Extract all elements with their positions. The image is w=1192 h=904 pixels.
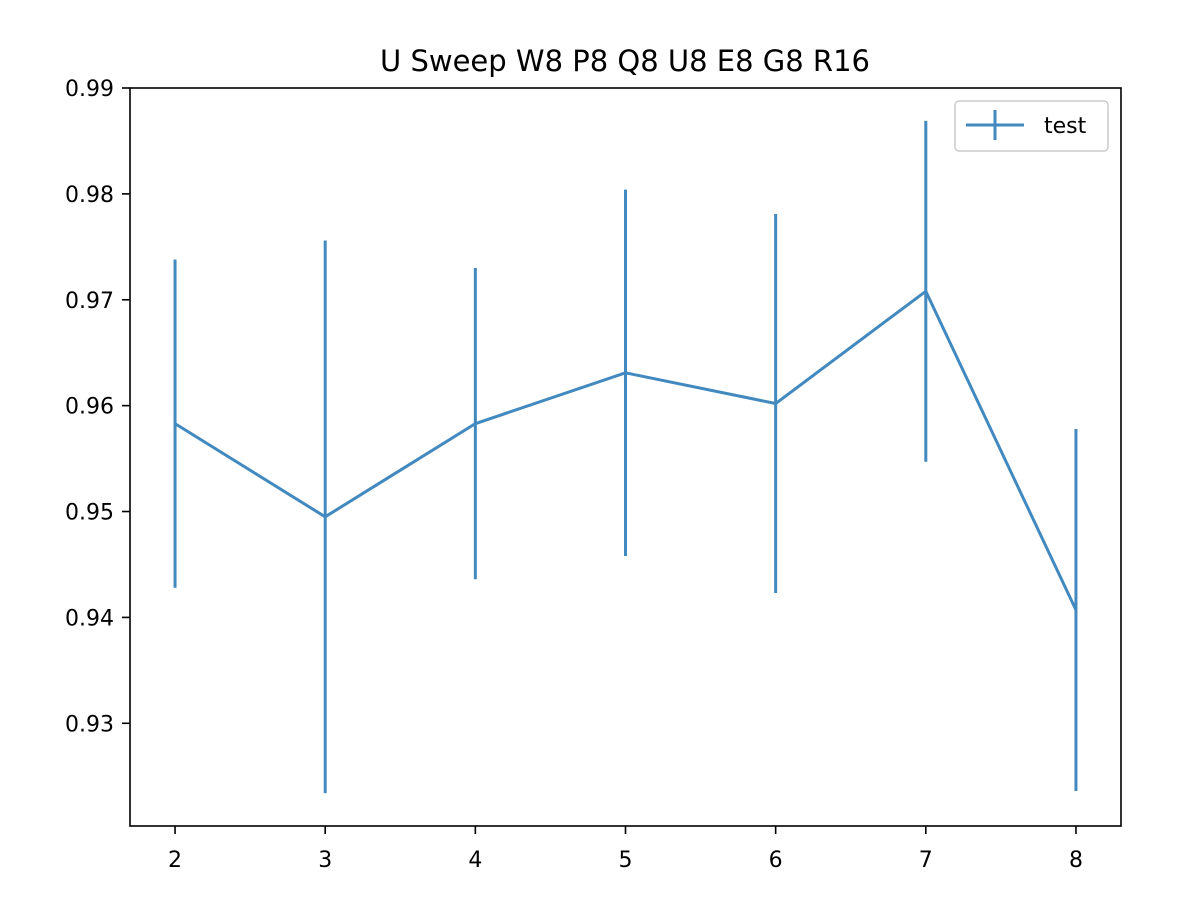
- y-tick-label: 0.94: [65, 606, 114, 631]
- x-tick-label: 2: [168, 848, 182, 873]
- plot-area: [173, 120, 1078, 794]
- y-tick-label: 0.93: [65, 712, 114, 737]
- x-tick-label: 4: [468, 848, 482, 873]
- x-tick-label: 8: [1069, 848, 1083, 873]
- chart-title: U Sweep W8 P8 Q8 U8 E8 G8 R16: [380, 44, 870, 78]
- y-tick-label: 0.95: [65, 501, 114, 526]
- y-tick-label: 0.96: [65, 395, 114, 420]
- legend-box: [954, 100, 1109, 152]
- x-tick-label: 3: [318, 848, 332, 873]
- y-tick-label: 0.97: [65, 289, 114, 314]
- y-tick-label: 0.99: [65, 77, 114, 102]
- x-tick-label: 7: [919, 848, 933, 873]
- x-axis: 2 3 4 5 6 7 8: [168, 826, 1083, 873]
- axes-frame: [129, 87, 1122, 827]
- x-tick-label: 5: [619, 848, 633, 873]
- y-tick-label: 0.98: [65, 183, 114, 208]
- legend: test: [954, 100, 1109, 152]
- x-tick-label: 6: [769, 848, 783, 873]
- y-axis: 0.93 0.94 0.95 0.96 0.97 0.98 0.99: [65, 77, 130, 737]
- series-line-test: [174, 289, 1078, 611]
- legend-label-test: test: [1044, 114, 1087, 139]
